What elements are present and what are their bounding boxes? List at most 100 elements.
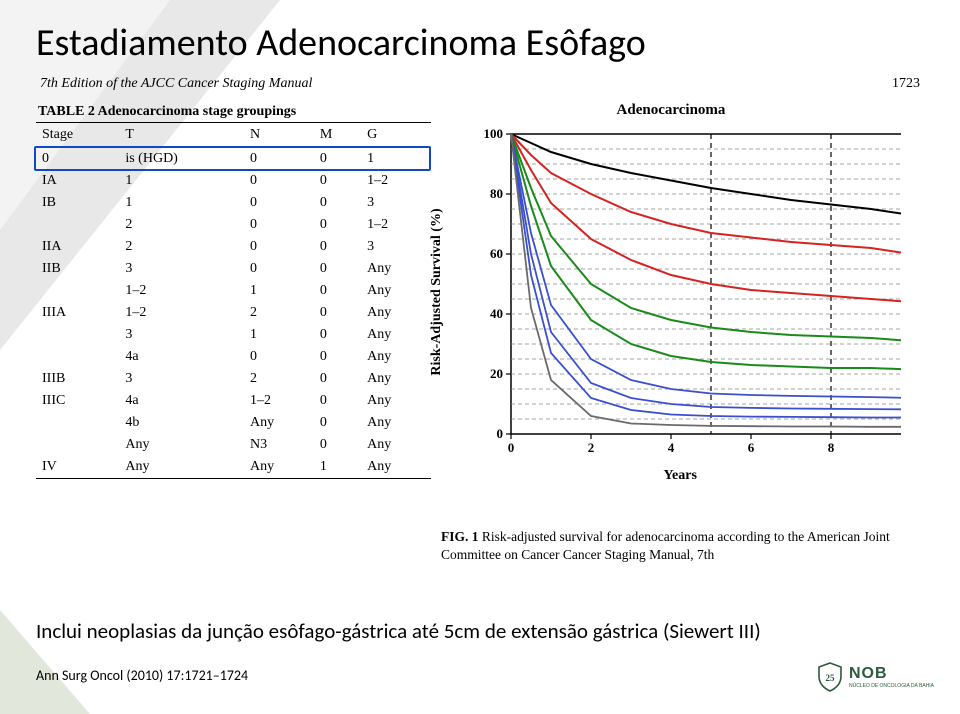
table-cell [36,324,119,346]
table-row: IVAnyAny1Any [36,456,431,479]
table-cell: 0 [314,170,361,192]
table-row: IIIA1–220Any [36,302,431,324]
svg-text:80: 80 [490,186,503,201]
table-cell: IIB [36,258,119,280]
table-row: 310Any [36,324,431,346]
table-cell: 0 [244,170,314,192]
svg-text:8: 8 [828,440,835,455]
table-cell: is (HGD) [119,148,244,171]
table-cell: Any [361,324,431,346]
table-row: IA1001–2 [36,170,431,192]
table-cell: IB [36,192,119,214]
table-cell [36,434,119,456]
table-cell: 0 [314,324,361,346]
table-cell: Any [361,368,431,390]
table-cell: 3 [119,368,244,390]
page-title: Estadiamento Adenocarcinoma Esôfago [36,20,924,66]
table-cell: 3 [119,324,244,346]
table-cell: 0 [314,236,361,258]
col-header: M [314,123,361,148]
table-cell [36,412,119,434]
table-cell [36,214,119,236]
table-cell: 0 [36,148,119,171]
table-cell: 0 [314,280,361,302]
table-row: 2001–2 [36,214,431,236]
svg-text:0: 0 [508,440,515,455]
figure-caption: FIG. 1 Risk-adjusted survival for adenoc… [441,528,924,563]
table-row: 1–210Any [36,280,431,302]
table-cell: 0 [314,214,361,236]
chart-column: Adenocarcinoma Risk-Adjusted Survival (%… [441,98,924,563]
table-cell: 0 [314,346,361,368]
svg-text:4: 4 [668,440,675,455]
table-cell: 1–2 [361,170,431,192]
table-column: TABLE 2 Adenocarcinoma stage groupings S… [36,98,431,563]
table-cell: 1 [244,324,314,346]
col-header: G [361,123,431,148]
table-cell: 1 [119,170,244,192]
page-number: 1723 [892,76,920,92]
table-cell: N3 [244,434,314,456]
footer-note: Inclui neoplasias da junção esôfago-gást… [36,618,761,644]
logo-subtext: NÚCLEO DE ONCOLOGIA DA BAHIA [849,683,934,689]
table-cell: 0 [314,434,361,456]
table-cell: 2 [244,368,314,390]
table-cell: 0 [314,412,361,434]
table-cell: Any [361,390,431,412]
svg-text:20: 20 [490,366,503,381]
table-cell: 1–2 [119,302,244,324]
table-cell: 1 [119,192,244,214]
stage-table: StageTNMG 0is (HGD)001IA1001–2IB10032001… [36,122,431,479]
table-cell: Any [244,412,314,434]
figure-caption-label: FIG. 1 [441,529,479,544]
table-cell: 4a [119,346,244,368]
survival-chart: Adenocarcinoma Risk-Adjusted Survival (%… [441,102,901,482]
table-cell: 2 [119,214,244,236]
table-cell: 0 [244,214,314,236]
table-cell [36,280,119,302]
logo-text: NOB [849,665,934,683]
table-cell: IA [36,170,119,192]
table-row: 0is (HGD)001 [36,148,431,171]
table-title: TABLE 2 Adenocarcinoma stage groupings [38,104,431,120]
table-cell: 0 [244,148,314,171]
table-row: IIA2003 [36,236,431,258]
table-cell: 1 [314,456,361,479]
table-cell: 0 [314,148,361,171]
svg-text:6: 6 [748,440,755,455]
table-row: IIIC4a1–20Any [36,390,431,412]
chart-title: Adenocarcinoma [441,102,901,119]
logo: 25 NOB NÚCLEO DE ONCOLOGIA DA BAHIA [817,662,934,692]
table-cell: IIA [36,236,119,258]
table-cell: IIIC [36,390,119,412]
table-row: IIB300Any [36,258,431,280]
table-cell: 1–2 [119,280,244,302]
table-cell: 4a [119,390,244,412]
journal-header: 7th Edition of the AJCC Cancer Staging M… [36,76,924,96]
svg-text:2: 2 [588,440,595,455]
table-cell: 1–2 [244,390,314,412]
x-axis-label: Years [663,468,696,484]
table-cell: 0 [314,390,361,412]
table-row: 4a00Any [36,346,431,368]
col-header: Stage [36,123,119,148]
svg-text:100: 100 [484,126,504,141]
table-cell: 2 [119,236,244,258]
table-cell: 0 [244,236,314,258]
table-cell: IV [36,456,119,479]
col-header: T [119,123,244,148]
table-cell: Any [119,456,244,479]
col-header: N [244,123,314,148]
y-axis-label: Risk-Adjusted Survival (%) [429,208,445,375]
table-cell: 3 [119,258,244,280]
table-cell: IIIB [36,368,119,390]
table-cell: Any [361,456,431,479]
table-cell: 3 [361,192,431,214]
table-row: AnyN30Any [36,434,431,456]
table-cell: Any [119,434,244,456]
table-cell: 0 [314,368,361,390]
table-cell: 4b [119,412,244,434]
table-cell: 0 [244,346,314,368]
table-cell: 3 [361,236,431,258]
table-row: IIIB320Any [36,368,431,390]
